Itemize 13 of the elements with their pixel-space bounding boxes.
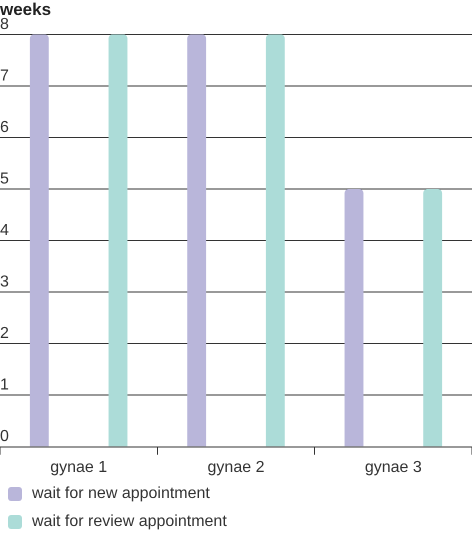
x-tick-label: gynae 2 (208, 458, 265, 476)
y-tick-label: 6 (0, 118, 9, 136)
x-tick-label: gynae 1 (50, 458, 108, 476)
y-tick-label: 4 (0, 222, 9, 240)
y-tick-label: 0 (0, 428, 9, 446)
y-tick-label: 7 (0, 67, 9, 84)
y-tick-label: 2 (0, 325, 9, 342)
legend-label: wait for new appointment (32, 485, 210, 503)
x-tick-label: gynae 3 (364, 458, 422, 476)
y-tick-label: 3 (0, 274, 9, 291)
legend-label: wait for review appointment (32, 513, 227, 531)
y-tick-label: 1 (0, 376, 9, 394)
y-tick-label: 5 (0, 170, 9, 188)
